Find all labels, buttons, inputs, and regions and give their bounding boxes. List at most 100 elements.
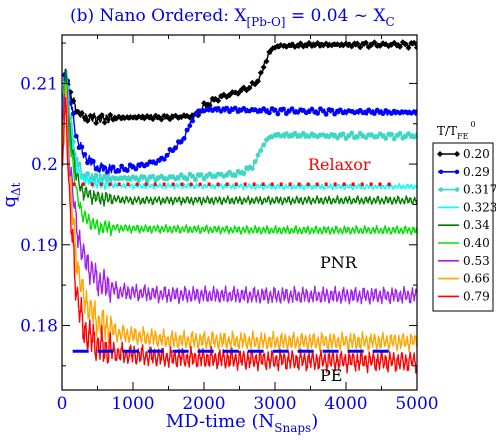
series-marker-0-29 bbox=[105, 169, 110, 175]
series-marker-0-317 bbox=[340, 131, 346, 137]
series-marker-0-317 bbox=[99, 176, 105, 182]
series-marker-0-29 bbox=[187, 123, 193, 129]
series-marker-0-20 bbox=[215, 97, 222, 104]
series-marker-0-317 bbox=[144, 178, 150, 184]
series-marker-0-20 bbox=[78, 110, 85, 117]
reference-lines bbox=[72, 182, 396, 353]
series-marker-0-317 bbox=[252, 159, 258, 164]
series-marker-0-29 bbox=[124, 168, 130, 173]
series-marker-0-317 bbox=[374, 134, 380, 140]
x-tick-label: 5000 bbox=[395, 394, 438, 414]
series-marker-0-29 bbox=[372, 111, 377, 116]
annotation-relaxor: Relaxor bbox=[308, 155, 371, 174]
series-marker-0-317 bbox=[335, 135, 340, 141]
series-marker-0-20 bbox=[396, 43, 403, 50]
series-marker-0-29 bbox=[224, 105, 230, 111]
series-marker-0-20 bbox=[101, 119, 108, 126]
x-tick-label: 2000 bbox=[182, 394, 225, 414]
legend-title: T/TFE0 bbox=[437, 120, 476, 141]
series-marker-0-29 bbox=[266, 110, 272, 116]
series-marker-0-20 bbox=[235, 90, 242, 97]
legend-marker-0-317 bbox=[438, 187, 444, 192]
series-marker-0-317 bbox=[141, 174, 147, 180]
series-marker-0-29 bbox=[82, 151, 88, 157]
series-marker-0-29 bbox=[232, 105, 238, 111]
legend-title-main: T/T bbox=[437, 124, 457, 138]
series-line-0-40 bbox=[62, 81, 417, 237]
series-marker-0-317 bbox=[150, 173, 156, 179]
legend-label-0-29: 0.29 bbox=[463, 165, 490, 179]
series-marker-0-20 bbox=[357, 44, 364, 51]
series-marker-0-29 bbox=[190, 118, 196, 124]
y-axis-label: qΔt bbox=[0, 182, 23, 207]
series-marker-0-29 bbox=[178, 139, 184, 145]
x-tick-label: 3000 bbox=[253, 394, 296, 414]
series-marker-0-317 bbox=[406, 131, 411, 137]
series-marker-0-20 bbox=[246, 84, 253, 91]
series-marker-0-317 bbox=[258, 148, 264, 153]
series-marker-0-317 bbox=[261, 142, 267, 148]
series-marker-0-29 bbox=[272, 107, 278, 113]
series-marker-0-29 bbox=[90, 158, 96, 164]
series-marker-0-20 bbox=[104, 115, 111, 122]
series-marker-0-20 bbox=[107, 111, 114, 118]
series-marker-0-29 bbox=[110, 164, 116, 170]
x-axis-label-sub: Snaps bbox=[274, 421, 311, 435]
series-marker-0-29 bbox=[79, 144, 85, 150]
legend: T/TFE0 0.20 0.29 0.317 0.323 0.34 0.40 0.53 0.6… bbox=[432, 120, 496, 312]
series-layer bbox=[62, 39, 417, 374]
legend-marker-0-20 bbox=[437, 151, 443, 157]
series-marker-0-29 bbox=[102, 165, 107, 170]
series-marker-0-29 bbox=[119, 163, 125, 169]
series-marker-0-29 bbox=[315, 110, 320, 116]
annotation-pe: PE bbox=[320, 366, 342, 385]
series-line-0-323 bbox=[62, 70, 417, 191]
x-axis-label: MD-time (NSnaps) bbox=[166, 411, 318, 435]
series-line-0-34 bbox=[62, 69, 417, 207]
series-marker-0-29 bbox=[380, 111, 386, 117]
series-marker-0-29 bbox=[181, 136, 187, 141]
series-marker-0-20 bbox=[414, 44, 417, 51]
legend-items: 0.20 0.29 0.317 0.323 0.34 0.40 0.53 0.66 0.79 bbox=[437, 147, 496, 303]
legend-label-0-317: 0.317 bbox=[463, 183, 496, 197]
series-marker-0-29 bbox=[173, 145, 179, 151]
legend-label-0-20: 0.20 bbox=[463, 147, 490, 161]
series-marker-0-29 bbox=[363, 110, 369, 116]
series-marker-0-29 bbox=[133, 166, 139, 172]
chart-title-sub2: C bbox=[386, 15, 395, 29]
legend-title-sup: 0 bbox=[470, 120, 475, 129]
series-marker-0-20 bbox=[362, 39, 369, 46]
series-line-0-66 bbox=[62, 85, 417, 353]
series-marker-0-29 bbox=[161, 156, 167, 162]
series-marker-0-29 bbox=[96, 167, 102, 173]
series-marker-0-317 bbox=[397, 130, 403, 136]
series-marker-0-29 bbox=[281, 106, 286, 112]
annotation-pnr: PNR bbox=[320, 253, 358, 272]
chart-title-middle: = 0.04 ~ X bbox=[285, 6, 386, 26]
legend-label-0-34: 0.34 bbox=[463, 218, 490, 232]
series-marker-0-20 bbox=[93, 120, 100, 127]
series-marker-0-29 bbox=[323, 111, 329, 117]
series-marker-0-317 bbox=[176, 175, 181, 181]
series-marker-0-29 bbox=[193, 111, 198, 117]
series-marker-0-317 bbox=[391, 136, 397, 142]
series-marker-0-317 bbox=[383, 136, 389, 141]
series-marker-0-317 bbox=[227, 169, 232, 175]
series-marker-0-29 bbox=[184, 127, 190, 133]
series-marker-0-20 bbox=[348, 43, 355, 50]
legend-marker-0-29 bbox=[454, 169, 460, 174]
series-marker-0-29 bbox=[70, 111, 76, 117]
series-marker-0-20 bbox=[149, 116, 156, 123]
series-marker-0-317 bbox=[201, 176, 207, 182]
legend-label-0-40: 0.40 bbox=[463, 236, 490, 250]
series-marker-0-317 bbox=[136, 177, 142, 183]
series-marker-0-317 bbox=[178, 172, 184, 178]
series-marker-0-29 bbox=[309, 106, 315, 112]
y-tick-label: 0.2 bbox=[31, 155, 58, 175]
plot-frame bbox=[61, 34, 418, 391]
series-marker-0-317 bbox=[93, 172, 99, 178]
series-marker-0-317 bbox=[198, 172, 204, 178]
x-tick-label: 0 bbox=[57, 394, 68, 414]
series-marker-0-20 bbox=[98, 112, 105, 119]
